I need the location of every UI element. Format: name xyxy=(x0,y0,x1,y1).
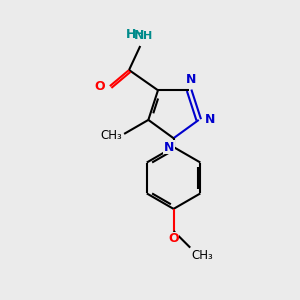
Text: N: N xyxy=(205,113,216,126)
Text: N: N xyxy=(134,29,144,43)
Text: N: N xyxy=(164,141,174,154)
Text: H: H xyxy=(143,31,152,41)
Text: CH₃: CH₃ xyxy=(100,129,122,142)
Text: H: H xyxy=(126,28,136,41)
Text: N: N xyxy=(185,73,196,86)
Text: O: O xyxy=(168,232,179,245)
Text: CH₃: CH₃ xyxy=(192,249,213,262)
Text: -: - xyxy=(136,26,141,40)
Text: O: O xyxy=(94,80,105,93)
